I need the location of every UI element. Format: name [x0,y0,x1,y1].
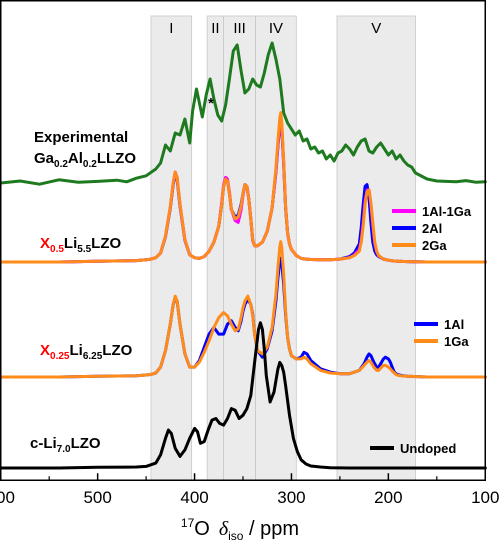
label-c-li70-lzo: c-Li7.0LZO [30,435,101,455]
label-experimental: Experimental [34,129,128,146]
x-axis: 600 500 400 300 200 100 [0,473,499,507]
label-x025-li625-lzo: X0.25Li6.25LZO [40,342,133,362]
label-x05-li55-lzo: X0.5Li5.5LZO [40,235,121,255]
region-label-1: I [169,20,173,37]
x-tick-label: 500 [83,488,111,507]
x-axis-title: 17O δiso / ppm [181,516,299,543]
region-label-3: III [233,20,246,37]
region-1 [150,15,193,481]
legend-label-undoped: Undoped [400,441,456,456]
series-2ga-x05 [0,111,487,264]
x-tick-label: 300 [277,488,305,507]
legend-label-1al-1ga: 1Al-1Ga [422,204,472,219]
x-tick-label: 400 [180,488,208,507]
legend-label-1al: 1Al [444,317,464,332]
asterisk-marker: * [208,95,214,112]
region-labels: I II III IV V [169,20,381,37]
spectra-curves [0,41,487,470]
legend-label-2al: 2Al [422,221,442,236]
legend-label-1ga: 1Ga [444,334,469,349]
series-1ga-x025 [0,240,487,379]
x-tick-label: 200 [374,488,402,507]
region-3 [223,15,256,481]
series-undoped-undoped [0,321,487,470]
label-experimental-formula: Ga0.2Al0.2LLZO [34,150,136,170]
region-label-4: IV [269,20,283,37]
legends: 1Al-1Ga 2Al 2Ga 1Al 1Ga Undoped [370,204,472,456]
x-tick-label: 600 [0,488,15,507]
region-label-5: V [371,20,381,37]
legend-label-2ga: 2Ga [422,238,447,253]
x-tick-label: 100 [471,488,499,507]
region-label-2: II [211,20,219,37]
series-experimental [0,41,487,186]
